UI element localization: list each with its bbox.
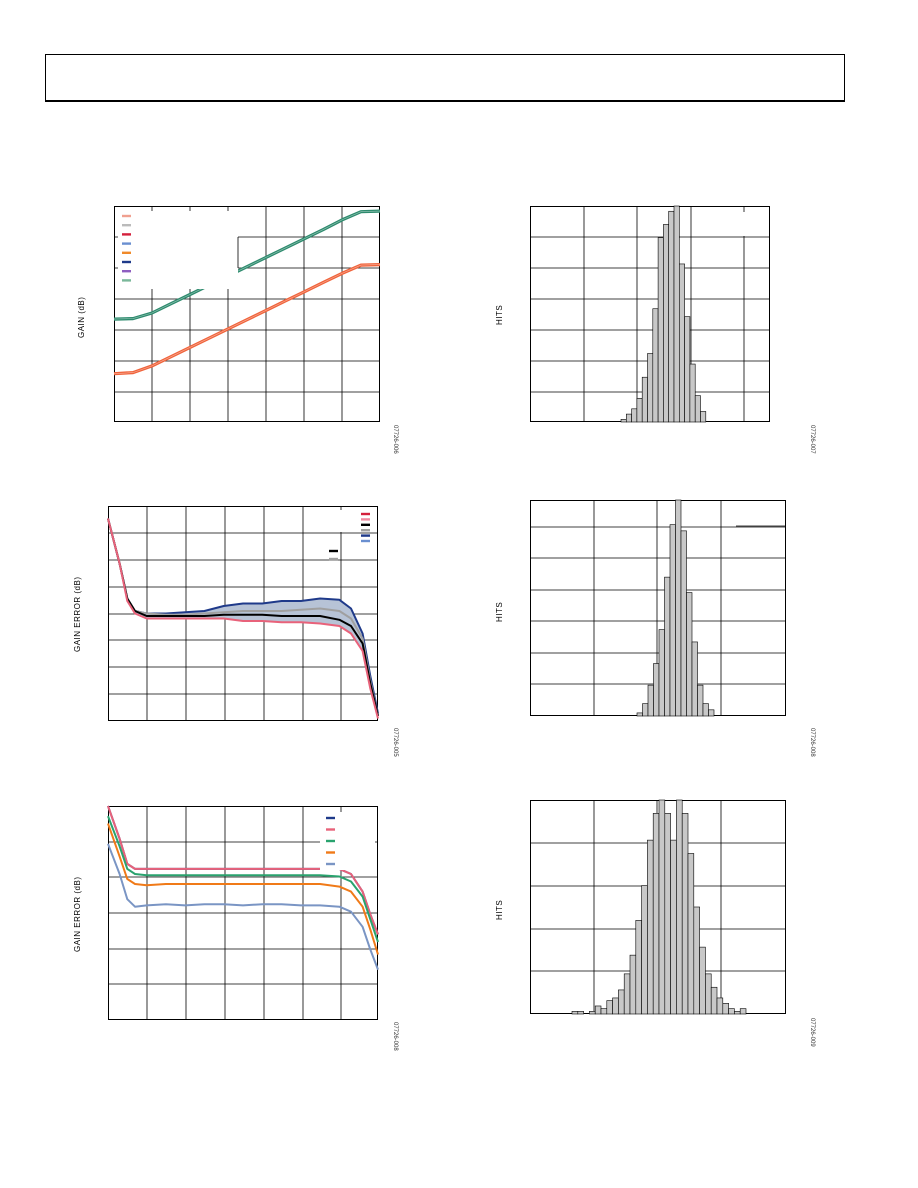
gain-error-chart-1-series-line xyxy=(107,518,379,717)
gain-error-chart-2-figure-number: 07726-008 xyxy=(392,1022,398,1051)
hits-histogram-3-bar xyxy=(612,997,619,1015)
hits-histogram-1-bar xyxy=(673,205,680,423)
gain-chart-figure-number: 07726-006 xyxy=(392,425,398,454)
hits-histogram-3-bar xyxy=(699,946,706,1015)
page-header-box xyxy=(45,54,845,102)
hits-histogram-2-figure-number: 07726-008 xyxy=(809,728,815,757)
gain-chart-ylabel: GAIN (dB) xyxy=(77,296,86,338)
hits-histogram-1-bar xyxy=(679,263,685,423)
hits-histogram-3-bar xyxy=(670,839,677,1015)
hits-histogram-3-bar xyxy=(681,813,689,1015)
hits-histogram-1-bar xyxy=(657,237,664,423)
hits-histogram-3-bar xyxy=(641,885,648,1015)
hits-histogram-3-bar xyxy=(635,920,642,1015)
hits-histogram-3-bar xyxy=(728,1008,735,1015)
hits-histogram-3-bar xyxy=(693,906,700,1015)
hits-histogram-3-bar xyxy=(589,1011,596,1015)
gain-error-chart-1 xyxy=(107,506,379,721)
gain-error-chart-1-legend-box xyxy=(321,510,373,532)
hits-histogram-1-bar xyxy=(663,224,669,423)
hits-histogram-2-bar xyxy=(680,530,687,717)
gain-error-chart-1-spread-band xyxy=(108,518,378,719)
gain-error-chart-2-frame xyxy=(108,806,378,1020)
gain-chart-frame xyxy=(114,206,380,422)
hits-histogram-1-bar xyxy=(641,376,648,423)
hits-histogram-3-bar xyxy=(716,997,724,1015)
hits-histogram-2-bar xyxy=(664,576,671,717)
hits-histogram-3-bar xyxy=(647,839,654,1015)
gain-error-chart-2 xyxy=(107,805,379,1020)
gain-error-chart-2-series-line xyxy=(107,823,379,955)
hits-histogram-2-bar xyxy=(702,703,709,717)
hits-histogram-2-legend-box xyxy=(730,505,780,525)
hits-histogram-3-bar xyxy=(594,1005,602,1015)
hits-histogram-3-bar xyxy=(676,799,683,1015)
hits-histogram-3-bar xyxy=(687,853,695,1015)
hits-histogram-2-bar xyxy=(697,684,704,717)
hits-histogram-2-bar xyxy=(658,629,665,717)
hits-histogram-1-bar xyxy=(689,363,696,423)
hits-histogram-3-bar xyxy=(618,989,625,1015)
gain-error-chart-2-series-line xyxy=(107,815,379,943)
hits-histogram-3-bar xyxy=(600,1008,608,1015)
hits-histogram-1-ylabel: HITS xyxy=(495,304,504,325)
hits-histogram-3-bar xyxy=(652,813,660,1015)
hits-histogram-1-bar xyxy=(700,411,707,423)
hits-histogram-3 xyxy=(530,799,786,1015)
hits-histogram-3-bar xyxy=(710,986,718,1015)
hits-histogram-1-figure-number: 07726-007 xyxy=(809,425,815,454)
hits-histogram-1-bar xyxy=(620,419,627,423)
hits-histogram-2-bar xyxy=(653,663,660,717)
gain-error-chart-2-ylabel: GAIN ERROR (dB) xyxy=(73,876,82,952)
hits-histogram-2-bar xyxy=(647,684,654,717)
hits-histogram-1-bar xyxy=(647,353,654,423)
hits-histogram-3-bar xyxy=(623,973,631,1015)
gain-error-chart-2-series-line xyxy=(107,805,379,935)
hits-histogram-2-bar xyxy=(669,524,676,717)
gain-error-chart-1-frame xyxy=(108,506,378,721)
hits-histogram-1-bar xyxy=(636,397,643,423)
hits-histogram-3-bar xyxy=(606,1000,613,1015)
hits-histogram-3-figure-number: 07726-009 xyxy=(809,1018,815,1047)
hits-histogram-2-bar xyxy=(691,641,698,717)
hits-histogram-2-bar xyxy=(642,703,649,717)
hits-histogram-1-bar xyxy=(631,408,638,423)
hits-histogram-3-bar xyxy=(734,1011,741,1015)
hits-histogram-3-ylabel: HITS xyxy=(495,899,504,920)
hits-histogram-1-bar xyxy=(626,413,632,423)
hits-histogram-3-bar xyxy=(571,1011,579,1015)
gain-chart xyxy=(113,206,381,422)
gain-error-chart-2-series-line xyxy=(107,843,379,970)
gain-chart-legend-box xyxy=(118,211,238,289)
hits-histogram-2-bar xyxy=(675,499,682,717)
hits-histogram-3-bar xyxy=(739,1008,747,1015)
hits-histogram-3-bar xyxy=(722,1003,729,1015)
hits-histogram-2-bar xyxy=(708,709,715,717)
hits-histogram-3-legend-box xyxy=(730,804,782,824)
hits-histogram-3-bar xyxy=(577,1011,584,1015)
gain-error-chart-1-ylabel: GAIN ERROR (dB) xyxy=(73,576,82,652)
hits-histogram-2-bar xyxy=(636,712,643,717)
hits-histogram-2-bar xyxy=(686,592,693,717)
hits-histogram-1-bar xyxy=(652,308,659,423)
gain-error-chart-1-figure-number: 07726-005 xyxy=(392,728,398,757)
hits-histogram-3-bar xyxy=(664,813,671,1015)
hits-histogram-2 xyxy=(530,499,786,717)
hits-histogram-2-ylabel: HITS xyxy=(495,601,504,622)
gain-chart-series-highlight xyxy=(113,264,381,374)
hits-histogram-1-legend-box xyxy=(700,212,760,236)
gain-error-chart-1-series-line xyxy=(107,518,379,719)
hits-histogram-3-bar xyxy=(705,973,712,1015)
hits-histogram-3-bar xyxy=(629,954,637,1015)
gain-chart-series-highlight xyxy=(113,210,381,320)
hits-histogram-1-bar xyxy=(684,316,691,423)
hits-histogram-1 xyxy=(530,205,770,423)
hits-histogram-1-bar xyxy=(668,210,675,423)
hits-histogram-3-bar xyxy=(658,799,666,1015)
hits-histogram-1-bar xyxy=(694,395,701,423)
